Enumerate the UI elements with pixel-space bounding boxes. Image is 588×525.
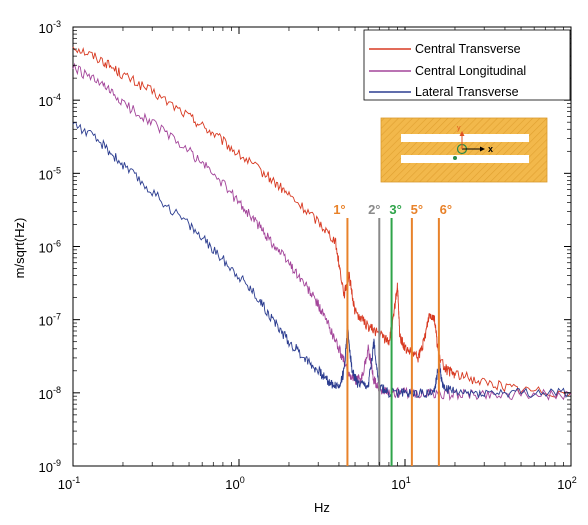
inset-schematic: x y: [380, 117, 548, 183]
ticks: 10-1 100 101 102 10-3 10-4 10-5 10-6 10-7 10-8 10-…: [39, 19, 577, 492]
mode-label: 5°: [411, 202, 423, 217]
y-tick-label: 10-9: [39, 458, 61, 475]
mode-label: 6°: [440, 202, 452, 217]
mode-label: 2°: [368, 202, 380, 217]
y-tick-label: 10-6: [39, 239, 61, 256]
y-axis-title: m/sqrt(Hz): [12, 218, 27, 279]
y-tick-label: 10-4: [39, 92, 61, 109]
y-tick-label: 10-8: [39, 385, 61, 402]
legend: Central Transverse Central Longitudinal …: [363, 29, 571, 101]
legend-label-central-transverse: Central Transverse: [415, 42, 521, 56]
x-axis-title: Hz: [314, 500, 330, 515]
legend-label-central-longitudinal: Central Longitudinal: [415, 64, 526, 78]
legend-label-lateral-transverse: Lateral Transverse: [415, 85, 519, 99]
series-line-central-longitudinal: [72, 62, 572, 402]
inset-y-label: y: [457, 125, 461, 132]
y-tick-label: 10-5: [39, 165, 61, 182]
mode-label: 3°: [389, 202, 401, 217]
inset-x-label: x: [488, 144, 493, 154]
y-tick-label: 10-3: [39, 19, 61, 36]
x-tick-label: 100: [225, 475, 244, 492]
x-tick-label: 102: [557, 475, 576, 492]
mode-label: 1°: [333, 202, 345, 217]
y-tick-label: 10-7: [39, 312, 61, 329]
mode-lines: 1° 2° 3° 5° 6°: [333, 202, 452, 466]
x-tick-label: 101: [391, 475, 410, 492]
x-tick-label: 10-1: [58, 475, 80, 492]
